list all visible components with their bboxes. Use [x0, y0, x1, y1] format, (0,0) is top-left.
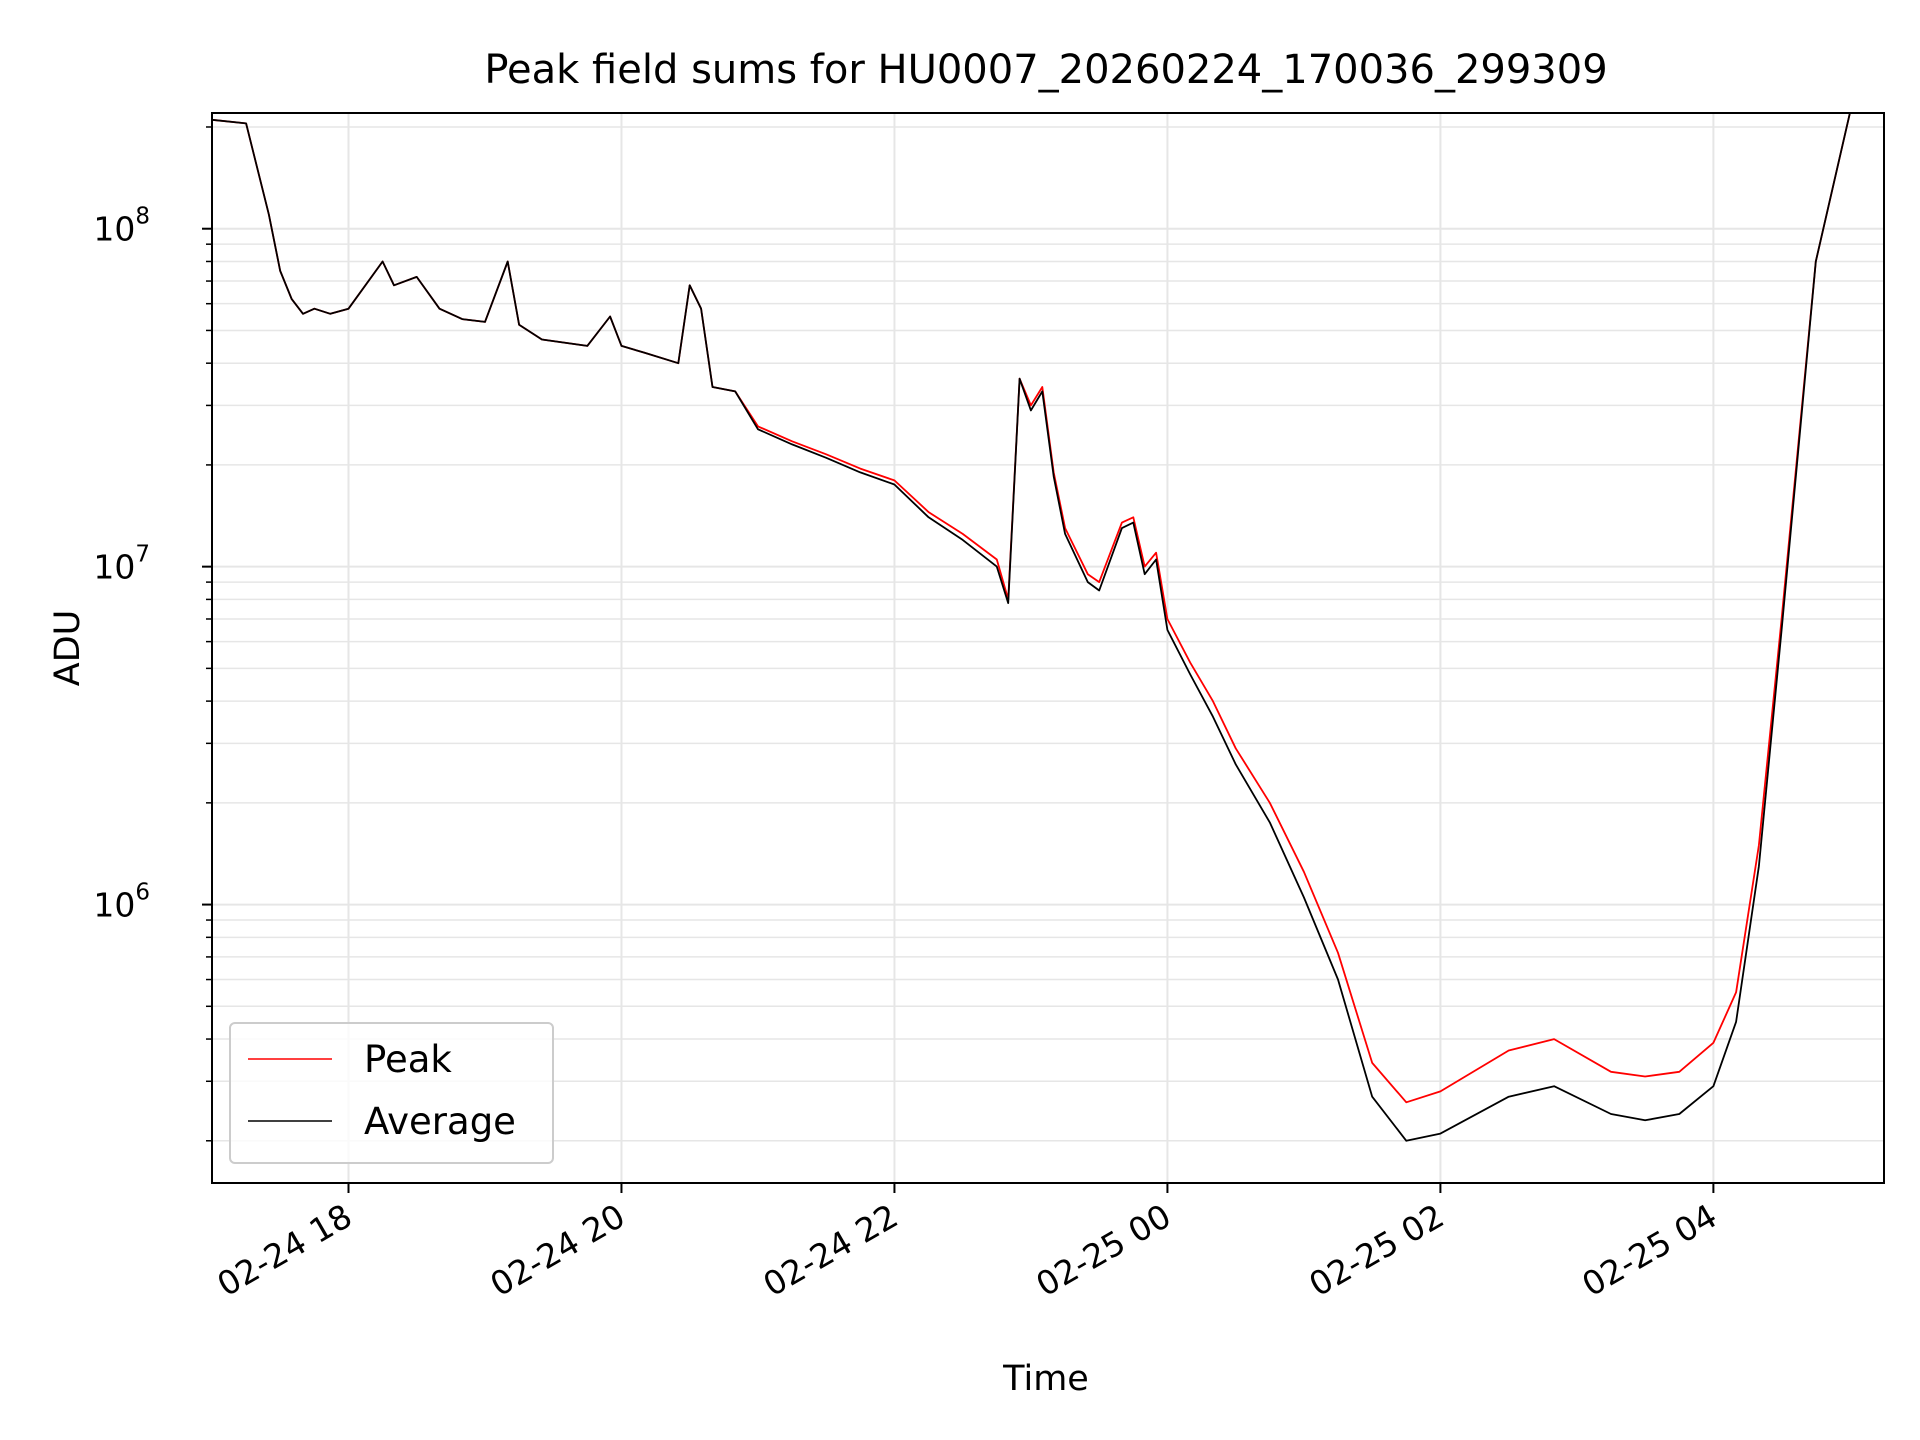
legend-box	[229, 1022, 554, 1164]
series-group	[212, 113, 1884, 1142]
series-line-average	[212, 113, 1884, 1142]
chart-title: Peak field sums for HU0007_20260224_1700…	[484, 47, 1607, 93]
x-axis-label: Time	[1002, 1359, 1089, 1399]
legend: Peak Average	[229, 1022, 554, 1164]
plot-frame	[211, 112, 1885, 1184]
y-ticks: 106 107 108	[93, 126, 212, 1142]
y-tick-label: 108	[93, 204, 150, 249]
legend-label-peak: Peak	[364, 1038, 452, 1081]
y-tick-label: 106	[93, 880, 150, 925]
legend-label-average: Average	[364, 1100, 516, 1143]
y-axis-label: ADU	[48, 610, 88, 687]
y-tick-label: 107	[93, 542, 150, 587]
grid	[212, 113, 1884, 1183]
